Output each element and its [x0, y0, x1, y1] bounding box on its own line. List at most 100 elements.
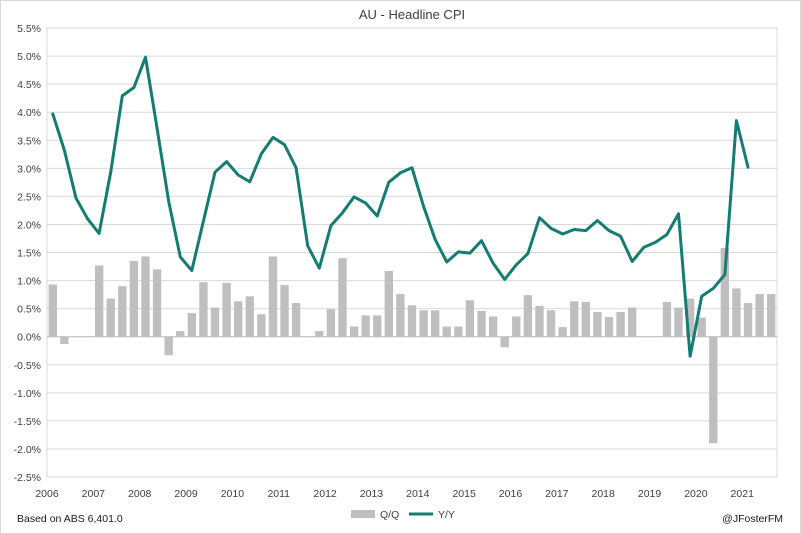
x-axis-tick-labels: 2006 2007 2008 2009 2010 2011 2012 2013 2014 2015… [35, 488, 754, 500]
qq-bar [500, 336, 509, 348]
plot-area-border [46, 27, 778, 478]
x-tick-label: 2017 [545, 488, 569, 500]
y-tick-label: 4.0% [17, 107, 41, 119]
qq-bar [512, 316, 521, 337]
qq-bar [268, 256, 278, 337]
qq-bar [349, 326, 359, 337]
qq-bar [546, 310, 556, 337]
qq-bar [767, 294, 776, 337]
qq-bar [732, 288, 741, 337]
x-tick-label: 2019 [638, 488, 662, 500]
qq-bar [141, 256, 150, 337]
qq-bar [234, 301, 243, 337]
qq-bar [616, 311, 625, 337]
qq-bar [315, 331, 324, 337]
source-note: Based on ABS 6,401.0 [17, 513, 123, 525]
x-tick-label: 2018 [592, 488, 616, 500]
qq-bar [407, 305, 417, 337]
qq-bar [709, 336, 718, 444]
x-tick-label: 2007 [82, 488, 106, 500]
qq-bar [257, 314, 266, 337]
qq-bar [48, 284, 57, 337]
qq-bar [210, 307, 220, 337]
gridlines [47, 27, 777, 478]
legend-qq-label: Q/Q [380, 509, 399, 521]
qq-bar [465, 300, 475, 337]
y-tick-label: 3.0% [17, 163, 41, 175]
x-tick-label: 2015 [452, 488, 476, 500]
x-tick-label: 2009 [174, 488, 198, 500]
qq-bar [454, 326, 463, 337]
x-tick-label: 2014 [406, 488, 430, 500]
y-tick-label: -1.5% [14, 416, 41, 428]
qq-bar [373, 315, 382, 337]
yy-line-group [51, 55, 750, 358]
qq-bar [291, 303, 301, 337]
qq-bar [488, 316, 498, 337]
qq-bar [755, 294, 764, 337]
y-tick-label: 2.0% [17, 219, 41, 231]
author-handle: @JFosterFM [722, 513, 783, 525]
qq-bar [674, 307, 683, 337]
y-tick-label: -2.0% [14, 444, 41, 456]
qq-bar [129, 260, 139, 337]
qq-bar [431, 310, 440, 337]
qq-bar [199, 282, 208, 337]
qq-bar [604, 317, 614, 337]
qq-bar [685, 298, 695, 337]
x-tick-label: 2016 [499, 488, 523, 500]
qq-bar [164, 336, 173, 356]
y-axis-tick-labels: -2.5% -2.0% -1.5% -1.0% -0.5% 0.0% 0.5% 1.0% 1.5… [14, 23, 41, 484]
qq-bar [697, 317, 706, 337]
y-tick-label: -1.0% [14, 388, 41, 400]
chart-title: AU - Headline CPI [359, 7, 465, 22]
qq-bar [593, 311, 602, 337]
qq-bar [152, 269, 162, 337]
y-tick-label: -2.5% [14, 472, 41, 484]
qq-bar [477, 310, 486, 337]
qq-bar [361, 315, 370, 337]
legend: Q/Q Y/Y [351, 509, 455, 521]
y-tick-label: 1.0% [17, 276, 41, 288]
y-tick-label: -0.5% [14, 360, 41, 372]
qq-bar [106, 298, 115, 337]
qq-bar [743, 303, 753, 337]
x-tick-label: 2013 [360, 488, 384, 500]
qq-bar [570, 301, 579, 337]
qq-bar [176, 331, 185, 337]
qq-bar [326, 309, 336, 337]
qq-bar [627, 307, 637, 337]
qq-bar [118, 286, 127, 337]
qq-bar [245, 296, 254, 337]
qq-bar [94, 265, 104, 337]
legend-qq-swatch [351, 510, 375, 518]
qq-bar [338, 258, 347, 337]
x-tick-label: 2021 [731, 488, 755, 500]
qq-bar [396, 294, 405, 337]
qq-bar [535, 305, 544, 337]
qq-bar [187, 313, 197, 337]
x-tick-label: 2010 [221, 488, 245, 500]
x-tick-label: 2012 [313, 488, 337, 500]
qq-bar [558, 327, 567, 337]
x-tick-label: 2011 [267, 488, 290, 500]
y-tick-label: 4.5% [17, 79, 41, 91]
qq-bar [384, 271, 393, 337]
y-tick-label: 2.5% [17, 191, 41, 203]
x-tick-label: 2020 [684, 488, 708, 500]
x-tick-label: 2008 [128, 488, 152, 500]
qq-bars [48, 248, 776, 444]
y-tick-label: 1.5% [17, 248, 41, 260]
qq-bar [523, 295, 533, 337]
qq-bar [581, 301, 590, 337]
y-tick-label: 0.0% [17, 332, 41, 344]
qq-bar [280, 285, 289, 337]
qq-bar [419, 310, 428, 337]
y-tick-label: 0.5% [17, 304, 41, 316]
y-tick-label: 3.5% [17, 135, 41, 147]
qq-bar [222, 282, 231, 337]
qq-bar [60, 336, 69, 344]
qq-bar [442, 326, 451, 337]
y-tick-label: 5.5% [17, 23, 41, 35]
